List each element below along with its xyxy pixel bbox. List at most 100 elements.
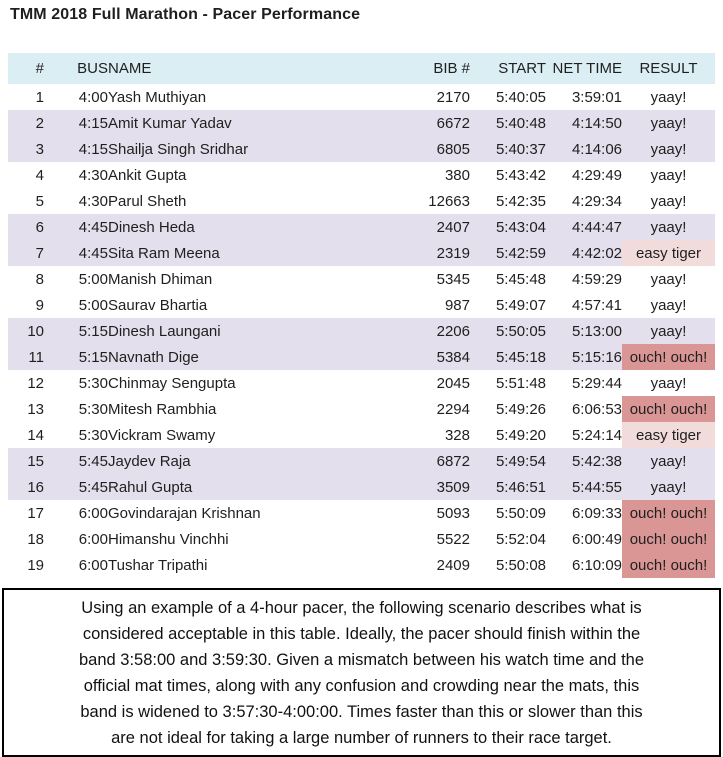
cell-net-time: 5:13:00 — [546, 318, 622, 344]
cell-num: 11 — [8, 344, 44, 370]
cell-bib: 987 — [408, 292, 470, 318]
cell-num: 2 — [8, 110, 44, 136]
cell-num: 1 — [8, 84, 44, 110]
cell-start: 5:40:37 — [470, 136, 546, 162]
table-row: 1 4:00 Yash Muthiyan 2170 5:40:05 3:59:0… — [8, 84, 715, 110]
cell-result: yaay! — [622, 448, 715, 474]
cell-bus: 5:00 — [44, 292, 108, 318]
cell-name: Navnath Dige — [108, 344, 408, 370]
cell-name: Mitesh Rambhia — [108, 396, 408, 422]
cell-start: 5:49:07 — [470, 292, 546, 318]
cell-start: 5:50:08 — [470, 552, 546, 578]
cell-bus: 4:45 — [44, 214, 108, 240]
table-row: 15 5:45 Jaydev Raja 6872 5:49:54 5:42:38… — [8, 448, 715, 474]
cell-bib: 5093 — [408, 500, 470, 526]
cell-bus: 4:30 — [44, 188, 108, 214]
cell-net-time: 6:06:53 — [546, 396, 622, 422]
cell-name: Saurav Bhartia — [108, 292, 408, 318]
cell-num: 13 — [8, 396, 44, 422]
cell-num: 19 — [8, 552, 44, 578]
cell-name: Dinesh Heda — [108, 214, 408, 240]
header-cell-name: NAME — [108, 53, 408, 84]
cell-result: yaay! — [622, 162, 715, 188]
cell-start: 5:49:20 — [470, 422, 546, 448]
cell-result: yaay! — [622, 292, 715, 318]
cell-net-time: 6:10:09 — [546, 552, 622, 578]
cell-bus: 5:30 — [44, 422, 108, 448]
table-row: 11 5:15 Navnath Dige 5384 5:45:18 5:15:1… — [8, 344, 715, 370]
cell-net-time: 4:42:02 — [546, 240, 622, 266]
table-row: 18 6:00 Himanshu Vinchhi 5522 5:52:04 6:… — [8, 526, 715, 552]
cell-num: 18 — [8, 526, 44, 552]
cell-bib: 3509 — [408, 474, 470, 500]
cell-num: 12 — [8, 370, 44, 396]
table-row: 16 5:45 Rahul Gupta 3509 5:46:51 5:44:55… — [8, 474, 715, 500]
cell-bus: 5:00 — [44, 266, 108, 292]
table-row: 19 6:00 Tushar Tripathi 2409 5:50:08 6:1… — [8, 552, 715, 578]
table-header: # BUS NAME BIB # START NET TIME RESULT — [8, 53, 715, 84]
cell-num: 3 — [8, 136, 44, 162]
cell-num: 16 — [8, 474, 44, 500]
cell-name: Dinesh Laungani — [108, 318, 408, 344]
cell-result: yaay! — [622, 370, 715, 396]
cell-bib: 2409 — [408, 552, 470, 578]
table-row: 2 4:15 Amit Kumar Yadav 6672 5:40:48 4:1… — [8, 110, 715, 136]
table-row: 5 4:30 Parul Sheth 12663 5:42:35 4:29:34… — [8, 188, 715, 214]
cell-start: 5:40:05 — [470, 84, 546, 110]
cell-net-time: 4:29:34 — [546, 188, 622, 214]
cell-net-time: 6:00:49 — [546, 526, 622, 552]
header-cell-bib: BIB # — [408, 53, 470, 84]
cell-bib: 2170 — [408, 84, 470, 110]
table-row: 7 4:45 Sita Ram Meena 2319 5:42:59 4:42:… — [8, 240, 715, 266]
note-line: are not ideal for taking a large number … — [111, 729, 612, 747]
cell-num: 10 — [8, 318, 44, 344]
cell-num: 8 — [8, 266, 44, 292]
table-body: 1 4:00 Yash Muthiyan 2170 5:40:05 3:59:0… — [8, 84, 715, 578]
cell-net-time: 4:44:47 — [546, 214, 622, 240]
cell-bus: 6:00 — [44, 500, 108, 526]
cell-num: 9 — [8, 292, 44, 318]
cell-bib: 2206 — [408, 318, 470, 344]
cell-bib: 6672 — [408, 110, 470, 136]
table-row: 4 4:30 Ankit Gupta 380 5:43:42 4:29:49 y… — [8, 162, 715, 188]
cell-start: 5:52:04 — [470, 526, 546, 552]
cell-net-time: 4:14:50 — [546, 110, 622, 136]
cell-net-time: 5:44:55 — [546, 474, 622, 500]
cell-name: Jaydev Raja — [108, 448, 408, 474]
cell-bus: 6:00 — [44, 526, 108, 552]
cell-name: Sita Ram Meena — [108, 240, 408, 266]
cell-start: 5:50:05 — [470, 318, 546, 344]
cell-bib: 5522 — [408, 526, 470, 552]
table-row: 3 4:15 Shailja Singh Sridhar 6805 5:40:3… — [8, 136, 715, 162]
cell-name: Manish Dhiman — [108, 266, 408, 292]
cell-bib: 5345 — [408, 266, 470, 292]
header-row: # BUS NAME BIB # START NET TIME RESULT — [8, 53, 715, 84]
cell-num: 15 — [8, 448, 44, 474]
cell-result: ouch! ouch! — [622, 344, 715, 370]
cell-net-time: 4:14:06 — [546, 136, 622, 162]
cell-name: Ankit Gupta — [108, 162, 408, 188]
table-row: 10 5:15 Dinesh Laungani 2206 5:50:05 5:1… — [8, 318, 715, 344]
table-row: 9 5:00 Saurav Bhartia 987 5:49:07 4:57:4… — [8, 292, 715, 318]
cell-result: ouch! ouch! — [622, 552, 715, 578]
cell-result: ouch! ouch! — [622, 500, 715, 526]
note-line: official mat times, along with any confu… — [83, 677, 640, 695]
table-row: 17 6:00 Govindarajan Krishnan 5093 5:50:… — [8, 500, 715, 526]
cell-start: 5:50:09 — [470, 500, 546, 526]
cell-net-time: 4:29:49 — [546, 162, 622, 188]
cell-num: 7 — [8, 240, 44, 266]
cell-bib: 2045 — [408, 370, 470, 396]
cell-result: yaay! — [622, 188, 715, 214]
cell-bib: 12663 — [408, 188, 470, 214]
cell-result: yaay! — [622, 266, 715, 292]
cell-name: Chinmay Sengupta — [108, 370, 408, 396]
explanation-note: Using an example of a 4-hour pacer, the … — [2, 588, 721, 757]
cell-result: yaay! — [622, 84, 715, 110]
cell-num: 5 — [8, 188, 44, 214]
cell-net-time: 5:15:16 — [546, 344, 622, 370]
cell-name: Vickram Swamy — [108, 422, 408, 448]
cell-net-time: 4:57:41 — [546, 292, 622, 318]
cell-result: yaay! — [622, 214, 715, 240]
cell-result: yaay! — [622, 474, 715, 500]
cell-name: Himanshu Vinchhi — [108, 526, 408, 552]
